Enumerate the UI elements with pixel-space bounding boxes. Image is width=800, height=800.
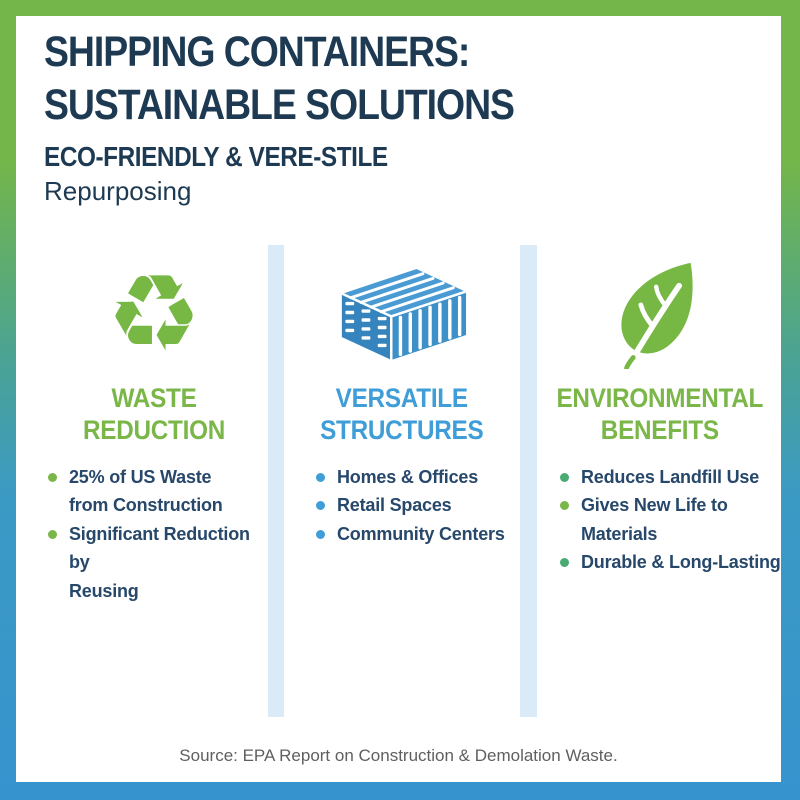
bullet-dot-icon [560,558,569,568]
column-heading-environmental-benefits: ENVIRONMENTAL BENEFITS [556,383,764,446]
bullet-dot-icon [48,529,57,539]
list-item: 25% of US Waste from Construction [48,463,268,520]
list-item-text: Significant Reduction by Reusing [69,523,250,601]
list-item: Significant Reduction by Reusing [48,520,268,605]
list-item: Durable & Long-Lasting [560,548,781,576]
list-item: Retail Spaces [316,491,505,519]
column-divider-1 [268,245,284,717]
column-divider-2 [520,245,537,717]
bullet-dot-icon [316,529,325,539]
subtitle: ECO-FRIENDLY & VERE-STILE [44,140,388,172]
column-waste-reduction: ♻ WASTE REDUCTION 25% of US Waste from C… [40,258,268,605]
bullet-dot-icon [316,501,325,511]
recycle-glyph: ♻ [106,252,202,375]
list-item-text: Community Centers [337,523,505,544]
leaf-graphic [621,262,693,369]
list-item: Gives New Life to Materials [560,491,781,548]
list-item-text: 25% of US Waste from Construction [69,466,223,516]
page-title: SHIPPING CONTAINERS: SUSTAINABLE SOLUTIO… [44,28,515,130]
list-item: Reduces Landfill Use [560,463,781,491]
header: SHIPPING CONTAINERS: SUSTAINABLE SOLUTIO… [44,26,584,207]
bullet-list-environmental-benefits: Reduces Landfill Use Gives New Life to M… [539,463,781,577]
column-heading-versatile-structures: VERSATILE STRUCTURES [320,383,484,446]
leaf-icon [612,258,708,370]
list-item: Homes & Offices [316,463,505,491]
bullet-dot-icon [560,501,569,511]
shipping-container-icon [327,258,477,370]
infographic-canvas: SHIPPING CONTAINERS: SUSTAINABLE SOLUTIO… [16,16,781,782]
column-versatile-structures: VERSATILE STRUCTURES Homes & Offices Ret… [286,258,518,548]
bullet-dot-icon [316,472,325,482]
list-item: Community Centers [316,520,505,548]
list-item-text: Gives New Life to Materials [581,495,728,544]
bullet-list-waste-reduction: 25% of US Waste from Construction Signif… [40,463,268,605]
source-attribution: Source: EPA Report on Construction & Dem… [179,746,618,765]
column-environmental-benefits: ENVIRONMENTAL BENEFITS Reduces Landfill … [539,258,781,577]
bullet-list-versatile-structures: Homes & Offices Retail Spaces Community … [286,463,505,548]
bullet-dot-icon [560,472,569,482]
list-item-text: Retail Spaces [337,495,452,516]
list-item-text: Homes & Offices [337,466,479,487]
shipping-container-graphic [339,266,469,363]
list-item-text: Reduces Landfill Use [581,466,760,487]
tagline: Repurposing [44,175,192,206]
column-heading-waste-reduction: WASTE REDUCTION [82,383,226,446]
list-item-text: Durable & Long-Lasting [581,552,781,573]
bullet-dot-icon [48,472,57,482]
recycle-icon: ♻ [106,258,201,370]
